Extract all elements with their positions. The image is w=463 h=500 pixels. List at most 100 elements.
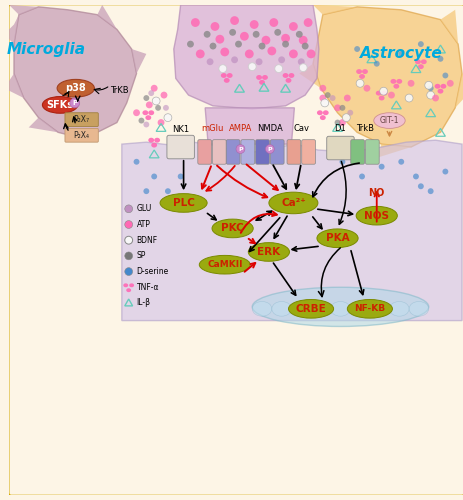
Ellipse shape [274, 64, 282, 72]
Text: P: P [72, 100, 77, 106]
Ellipse shape [375, 90, 381, 96]
FancyBboxPatch shape [197, 140, 211, 164]
Text: TrkB: TrkB [355, 124, 373, 134]
Ellipse shape [414, 60, 420, 64]
Ellipse shape [125, 220, 132, 228]
Ellipse shape [439, 84, 445, 88]
Ellipse shape [298, 36, 307, 44]
Polygon shape [14, 7, 136, 138]
Ellipse shape [163, 114, 171, 122]
Ellipse shape [236, 144, 244, 154]
FancyBboxPatch shape [240, 140, 254, 164]
Ellipse shape [203, 31, 210, 38]
Ellipse shape [319, 115, 325, 120]
Ellipse shape [195, 50, 204, 58]
Ellipse shape [329, 95, 335, 101]
Ellipse shape [378, 164, 384, 170]
Ellipse shape [412, 174, 418, 180]
Ellipse shape [145, 102, 152, 108]
Ellipse shape [417, 184, 423, 189]
Ellipse shape [248, 242, 289, 262]
Ellipse shape [299, 64, 307, 72]
Ellipse shape [220, 73, 226, 78]
Text: SFKs: SFKs [46, 100, 74, 110]
Ellipse shape [265, 144, 274, 154]
Ellipse shape [123, 284, 128, 288]
Ellipse shape [369, 302, 388, 316]
Ellipse shape [408, 302, 428, 316]
Ellipse shape [209, 42, 216, 50]
Ellipse shape [387, 92, 394, 98]
Ellipse shape [274, 29, 281, 36]
Ellipse shape [407, 80, 413, 87]
Ellipse shape [288, 22, 297, 31]
Ellipse shape [145, 115, 151, 120]
Ellipse shape [319, 85, 325, 91]
Text: NK1: NK1 [172, 126, 189, 134]
Ellipse shape [353, 46, 359, 52]
Ellipse shape [388, 302, 408, 316]
Ellipse shape [230, 16, 238, 25]
Ellipse shape [319, 94, 325, 102]
Ellipse shape [239, 32, 248, 40]
Text: NO: NO [368, 188, 384, 198]
Ellipse shape [310, 302, 330, 316]
Ellipse shape [342, 114, 350, 122]
Ellipse shape [442, 168, 447, 174]
Text: P₂X₇: P₂X₇ [74, 115, 89, 124]
FancyBboxPatch shape [8, 4, 463, 496]
Ellipse shape [379, 87, 387, 95]
Ellipse shape [258, 42, 265, 50]
Ellipse shape [125, 268, 132, 276]
Ellipse shape [347, 300, 392, 318]
Ellipse shape [373, 61, 379, 66]
Text: NMDA: NMDA [257, 124, 282, 134]
FancyBboxPatch shape [301, 140, 315, 164]
Ellipse shape [163, 105, 169, 111]
Ellipse shape [125, 252, 132, 260]
Text: PLC: PLC [172, 198, 194, 208]
Polygon shape [439, 10, 457, 44]
Ellipse shape [210, 22, 219, 31]
Ellipse shape [417, 41, 423, 47]
Ellipse shape [281, 34, 289, 42]
Text: PKA: PKA [325, 233, 349, 243]
Polygon shape [313, 7, 461, 147]
Ellipse shape [191, 18, 200, 27]
Ellipse shape [143, 95, 149, 101]
Ellipse shape [157, 119, 164, 126]
Ellipse shape [358, 174, 364, 180]
Polygon shape [131, 49, 146, 74]
Ellipse shape [223, 78, 229, 83]
Ellipse shape [155, 105, 161, 111]
Polygon shape [29, 118, 58, 132]
Ellipse shape [255, 58, 262, 65]
FancyBboxPatch shape [326, 136, 353, 160]
Ellipse shape [70, 98, 80, 108]
Ellipse shape [316, 229, 357, 248]
Ellipse shape [258, 80, 264, 85]
Ellipse shape [154, 138, 160, 142]
FancyBboxPatch shape [65, 112, 98, 126]
Text: ATP: ATP [136, 220, 150, 229]
Ellipse shape [334, 120, 340, 126]
Polygon shape [205, 108, 294, 144]
Ellipse shape [442, 72, 447, 78]
Text: BDNF: BDNF [136, 236, 157, 244]
Ellipse shape [434, 84, 439, 88]
Ellipse shape [303, 18, 312, 27]
Ellipse shape [206, 58, 213, 65]
Ellipse shape [426, 91, 434, 99]
Ellipse shape [431, 94, 438, 102]
Text: D1: D1 [334, 124, 345, 134]
FancyBboxPatch shape [212, 140, 226, 164]
Ellipse shape [339, 159, 344, 164]
Ellipse shape [151, 142, 157, 148]
Ellipse shape [278, 56, 284, 63]
Ellipse shape [420, 60, 426, 64]
Ellipse shape [269, 18, 278, 27]
Ellipse shape [339, 105, 344, 111]
Ellipse shape [252, 302, 271, 316]
Text: D-serine: D-serine [136, 267, 169, 276]
Ellipse shape [231, 56, 238, 63]
